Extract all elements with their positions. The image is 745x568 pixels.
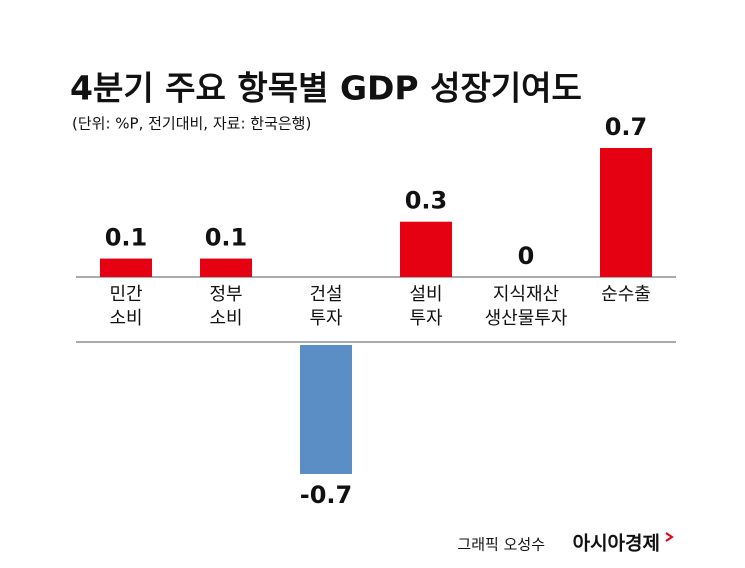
x-tick-label: 투자	[409, 308, 443, 329]
bar	[600, 148, 652, 277]
bar	[200, 258, 252, 277]
data-label: 0	[518, 242, 535, 270]
x-tick-label: 민간	[109, 284, 142, 305]
bar	[300, 345, 352, 474]
brand: 아시아경제	[573, 533, 660, 555]
x-tick-label: 정부	[209, 284, 242, 305]
data-label: 0.1	[205, 224, 248, 252]
x-tick-label: 지식재산	[493, 284, 559, 305]
chart-title: 4분기 주요 항목별 GDP 성장기여도	[70, 69, 582, 108]
x-tick-label: 소비	[209, 308, 242, 329]
bar	[100, 258, 152, 277]
x-tick-label: 소비	[109, 308, 142, 329]
x-tick-label: 순수출	[601, 284, 651, 305]
data-label: 0.1	[105, 224, 148, 252]
data-label: 0.3	[405, 187, 448, 215]
data-label: -0.7	[300, 481, 352, 509]
brand-icon	[665, 532, 674, 542]
x-tick-label: 투자	[309, 308, 343, 329]
x-tick-label: 생산물투자	[485, 308, 568, 329]
data-label: 0.7	[605, 113, 648, 141]
credit: 그래픽 오성수	[457, 536, 545, 554]
x-tick-label: 건설	[309, 284, 342, 305]
x-tick-label: 설비	[409, 284, 442, 305]
bar	[400, 221, 452, 277]
chart-subtitle: (단위: %P, 전기대비, 자료: 한국은행)	[72, 115, 311, 133]
